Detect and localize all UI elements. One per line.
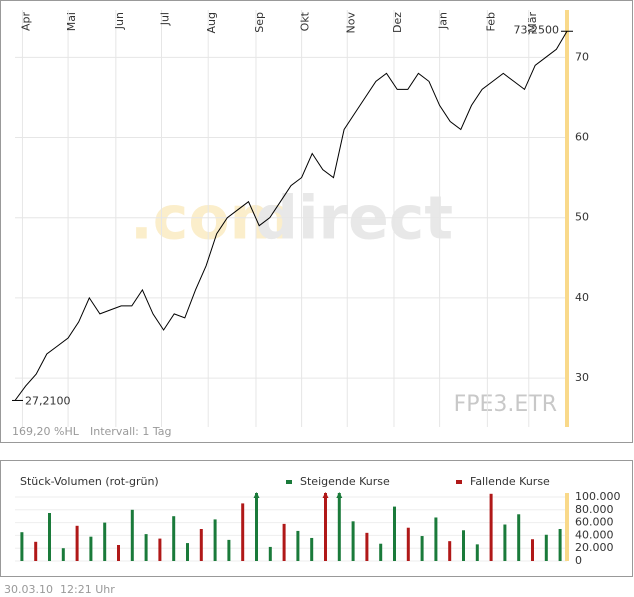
x-tick-label: Apr [19,12,32,32]
x-tick-label: Feb [484,12,497,31]
volume-bar [227,539,231,561]
x-tick-label: Jun [113,12,126,30]
x-tick-label: Sep [253,12,266,33]
volume-bar [144,534,148,561]
volume-bar [406,527,410,561]
volume-bar [420,536,424,561]
watermark-com: .com [130,184,292,254]
volume-bar [365,532,369,561]
range-note: 169,20 %HL [12,425,80,438]
price-line [14,31,568,401]
x-tick-label: Aug [205,12,218,33]
x-tick-label: Nov [344,12,357,34]
volume-bar [337,493,341,561]
y-tick-label: 60.000 [575,516,614,529]
volume-bar [282,523,286,561]
x-tick-label: Dez [391,12,404,33]
y-tick-label: 0 [575,554,582,567]
volume-bar [531,539,534,561]
y-tick-label: 70 [575,50,589,63]
volume-bar [89,536,93,561]
volume-bar [475,544,479,561]
volume-bar [103,522,107,561]
volume-bar [462,530,465,561]
volume-bar [172,516,176,561]
overflow-arrow [336,492,343,498]
legend-swatch [456,480,462,484]
overflow-arrow [253,492,260,498]
end-label: 73,2500 [514,23,560,36]
volume-bar [379,543,383,561]
volume-bar [158,538,162,561]
footer-time: 12:21 Uhr [60,583,115,596]
y-tick-label: 40 [575,291,589,304]
x-tick-label: Mai [65,12,78,31]
x-tick-label: Jan [437,12,450,30]
volume-bar [503,524,507,561]
volume-bar [34,541,38,561]
volume-bar [489,493,493,561]
symbol: FPE3.ETR [454,392,557,417]
volume-bar [544,534,548,561]
volume-bar [48,513,51,561]
volume-bar [199,529,203,561]
x-tick-label: Okt [299,11,312,31]
footer-date: 30.03.10 [4,583,53,596]
y-tick-label: 100.000 [575,490,621,503]
legend-label: Steigende Kurse [300,475,390,488]
volume-bar [61,548,65,561]
y-tick-label: 50 [575,211,589,224]
volume-bar [117,545,120,561]
volume-bar [186,543,189,561]
volume-bar [130,509,134,561]
volume-bar [75,525,79,561]
x-tick-label: Mär [526,12,539,33]
volume-bar [268,546,272,561]
y-tick-label: 20.000 [575,541,614,554]
y-tick-label: 60 [575,131,589,144]
y-tick-label: 30 [575,371,589,384]
volume-bar [351,521,355,561]
interval-note: Intervall: 1 Tag [90,425,172,438]
price-frame [0,0,633,443]
legend-label: Fallende Kurse [470,475,550,488]
volume-bar [241,503,245,561]
volume-bar [255,493,258,561]
volume-bar [310,537,314,561]
watermark-direct: direct [255,184,453,254]
volume-title: Stück-Volumen (rot-grün) [20,475,159,488]
x-tick-label: Jul [158,12,171,26]
volume-bar [434,517,438,561]
overflow-arrow [322,492,329,498]
volume-bar [517,514,521,561]
volume-bar [393,506,396,561]
start-label: 27,2100 [25,394,71,407]
volume-bar [448,541,452,561]
volume-bar [324,493,327,561]
y-tick-label: 80.000 [575,503,614,516]
legend-swatch [286,480,292,484]
y-tick-label: 40.000 [575,528,614,541]
volume-bar [296,530,300,561]
volume-bar [558,529,562,561]
volume-bar [213,519,217,561]
volume-bar [20,532,24,561]
